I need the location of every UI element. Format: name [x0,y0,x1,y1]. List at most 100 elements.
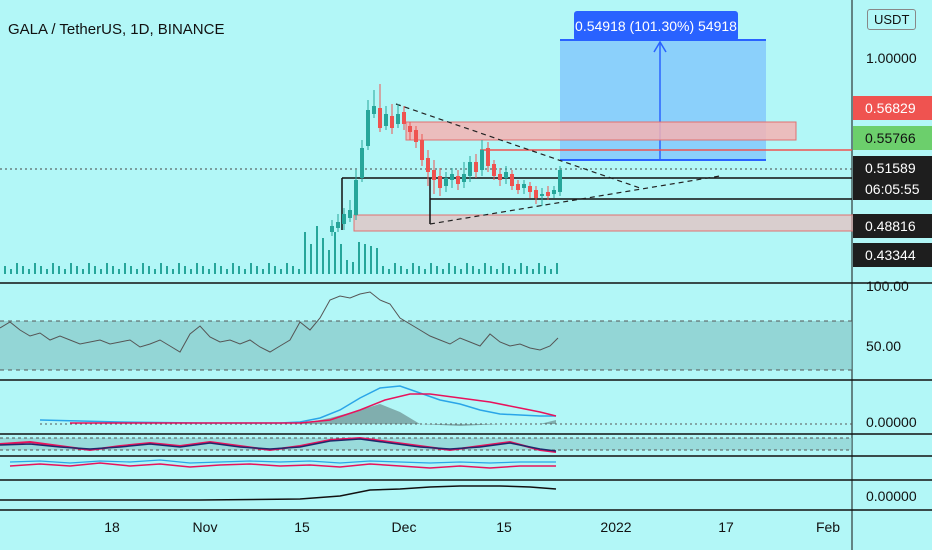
candle-body[interactable] [522,184,526,188]
volume-bar [250,263,252,274]
volume-bar [208,269,210,274]
volume-bar [214,263,216,274]
candle-body[interactable] [396,114,400,124]
candle-body[interactable] [402,112,406,124]
candle-body[interactable] [372,106,376,114]
candlestick-series[interactable] [330,84,562,236]
volume-bar [160,263,162,274]
volume-bar [202,266,204,274]
volume-bar [52,263,54,274]
volume-bar [136,269,138,274]
volume-bar [448,263,450,274]
candle-body[interactable] [378,108,382,128]
rsi-band [0,321,852,370]
macd-histogram [300,404,556,426]
volume-bar [244,269,246,274]
candle-body[interactable] [510,174,514,186]
macd-line [39,385,556,424]
volume-bar [478,269,480,274]
candle-body[interactable] [552,190,556,194]
volume-bar [532,269,534,274]
volume-bar [430,263,432,274]
volume-bar [496,269,498,274]
volume-bar [316,226,318,274]
candle-body[interactable] [354,180,358,215]
candle-body[interactable] [426,158,430,172]
volume-bar [526,266,528,274]
candle-body[interactable] [558,170,562,192]
candle-body[interactable] [390,116,394,128]
price-label-green: 0.55766 [853,126,932,150]
volume-bar [10,269,12,274]
candle-body[interactable] [540,194,544,196]
candle-body[interactable] [342,214,346,224]
candle-body[interactable] [462,174,466,182]
candle-body[interactable] [528,186,532,192]
measure-box[interactable] [560,40,766,160]
volume-bar [280,269,282,274]
signal-line [70,393,557,424]
volume-bar [394,263,396,274]
candle-body[interactable] [468,162,472,176]
volume-bar [118,269,120,274]
candle-body[interactable] [492,164,496,176]
resistance-zone[interactable] [405,121,797,141]
volume-bar [310,244,312,274]
candle-body[interactable] [480,150,484,170]
candle-body[interactable] [414,130,418,142]
volume-bar [436,266,438,274]
volume-bar [178,263,180,274]
candle-body[interactable] [456,176,460,184]
volume-bar [484,263,486,274]
measure-label: 0.54918 (101.30%) 54918 [574,11,738,41]
candle-body[interactable] [420,140,424,160]
candle-body[interactable] [516,184,520,190]
volume-bar [454,266,456,274]
volume-bar [466,263,468,274]
volume-bar [148,266,150,274]
candle-body[interactable] [408,126,412,132]
bottom-axis-zero: 0.00000 [866,488,917,504]
volume-bar [262,269,264,274]
volume-bar [130,266,132,274]
candle-body[interactable] [444,178,448,186]
candle-body[interactable] [546,192,550,196]
volume-bar [304,232,306,274]
volume-bar [46,269,48,274]
volume-bar [184,266,186,274]
candle-body[interactable] [474,162,478,172]
candle-body[interactable] [432,170,436,180]
volume-bar [298,269,300,274]
candle-body[interactable] [360,148,364,178]
volume-bar [322,238,324,274]
candle-body[interactable] [438,176,442,188]
volume-bar [340,244,342,274]
candle-body[interactable] [336,222,340,228]
volume-bar [472,266,474,274]
last-price-label: 0.51589 [853,156,932,180]
candle-body[interactable] [486,148,490,166]
candle-body[interactable] [330,226,334,232]
volume-bar [370,246,372,274]
volume-bar [286,263,288,274]
currency-button[interactable]: USDT [867,9,917,30]
candle-body[interactable] [534,190,538,198]
candle-body[interactable] [498,174,502,180]
candle-body[interactable] [384,114,388,126]
volume-bar [364,244,366,274]
volume-bar [22,266,24,274]
volume-bar [172,269,174,274]
volume-bar [556,263,558,274]
candle-body[interactable] [450,174,454,180]
volume-bar [520,263,522,274]
rsi-line [0,291,559,353]
time-label: 15 [294,519,310,535]
support-zone[interactable] [353,214,855,232]
price-axis-top: 1.00000 [866,50,917,66]
candle-body[interactable] [366,110,370,146]
volume-bar [226,269,228,274]
candle-body[interactable] [504,172,508,178]
candle-body[interactable] [348,210,352,218]
volume-bar [334,232,336,274]
